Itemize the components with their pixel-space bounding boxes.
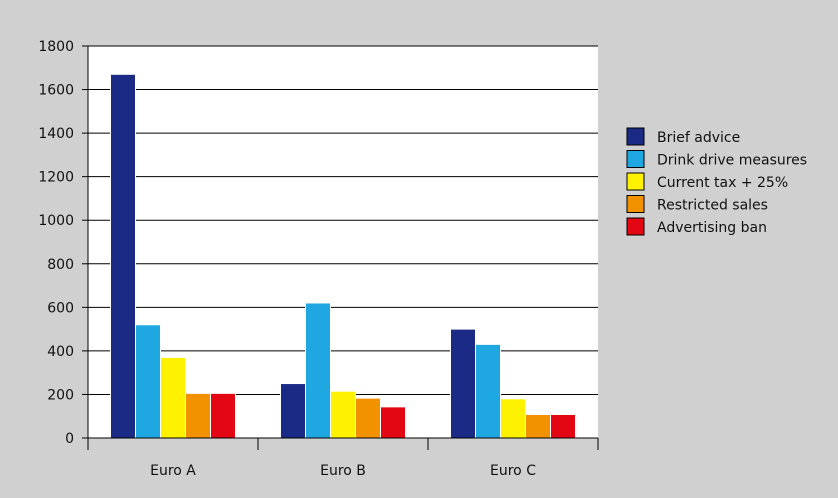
bar-drink-drive-measures-euro-b	[305, 302, 331, 439]
legend-swatch	[626, 150, 645, 168]
legend-swatch	[626, 127, 645, 146]
legend-swatch	[626, 217, 645, 236]
legend-label: Advertising ban	[657, 220, 767, 236]
bar-restricted-sales-euro-a	[185, 392, 211, 439]
legend-label: Drink drive measures	[657, 153, 807, 169]
x-tick-label: Euro B	[320, 463, 366, 479]
bar-advertising-ban-euro-a	[210, 392, 236, 439]
bar-advertising-ban-euro-b	[380, 406, 406, 439]
y-tick-label: 0	[65, 431, 74, 447]
y-tick-label: 1400	[38, 126, 74, 142]
bar-current-tax-25--euro-a	[160, 356, 186, 439]
y-tick-label: 400	[47, 344, 74, 360]
bar-brief-advice-euro-b	[280, 383, 306, 439]
legend-label: Brief advice	[657, 130, 740, 146]
legend: Brief advice Drink drive measures Current …	[626, 127, 807, 236]
bar-current-tax-25--euro-b	[330, 390, 356, 439]
legend-swatch	[626, 172, 645, 191]
x-tick-label: Euro C	[490, 463, 536, 479]
bar-current-tax-25--euro-c	[500, 398, 526, 439]
bars	[110, 73, 576, 439]
y-tick-label: 1600	[38, 83, 74, 99]
y-tick-label: 200	[47, 387, 74, 403]
x-tick-label: Euro A	[150, 463, 196, 479]
bar-brief-advice-euro-a	[110, 73, 136, 439]
bar-restricted-sales-euro-b	[355, 397, 381, 439]
axes	[87, 46, 598, 439]
legend-label: Current tax + 25%	[657, 175, 788, 191]
bar-advertising-ban-euro-c	[550, 413, 576, 439]
x-axis-ticks: Euro A Euro B Euro C	[87, 438, 599, 479]
y-axis-ticks: 0 200 400 600 800 1000 1200 1400 1600 1800	[38, 39, 88, 447]
y-tick-label: 800	[47, 257, 74, 273]
bar-drink-drive-measures-euro-a	[135, 324, 161, 439]
legend-label: Restricted sales	[657, 198, 768, 214]
bar-restricted-sales-euro-c	[525, 413, 551, 439]
y-tick-label: 1800	[38, 39, 74, 55]
y-tick-label: 1200	[38, 170, 74, 186]
bar-drink-drive-measures-euro-c	[475, 343, 501, 439]
y-tick-label: 1000	[38, 213, 74, 229]
y-tick-label: 600	[47, 300, 74, 316]
bar-brief-advice-euro-c	[450, 328, 476, 439]
legend-swatch	[626, 195, 645, 213]
